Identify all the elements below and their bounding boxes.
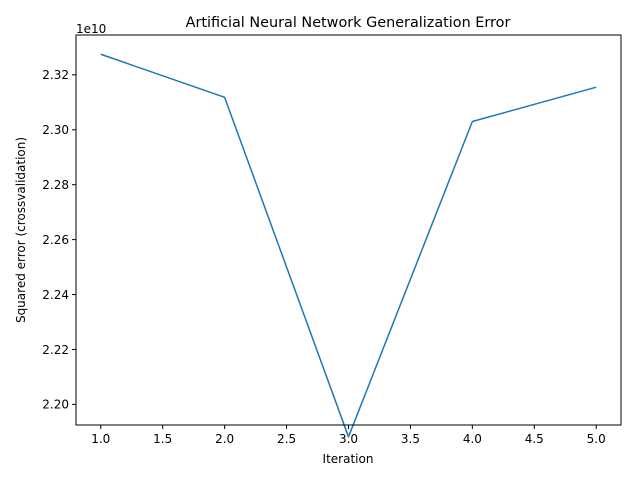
y-tick-label: 2.30: [42, 123, 69, 137]
x-tick-label: 3.0: [339, 432, 358, 446]
x-tick-label: 1.5: [153, 432, 172, 446]
x-tick-label: 2.0: [215, 432, 234, 446]
y-tick-label: 2.22: [42, 343, 69, 357]
x-tick-label: 1.0: [91, 432, 110, 446]
y-tick-label: 2.28: [42, 178, 69, 192]
x-tick-label: 5.0: [587, 432, 606, 446]
x-tick-label: 4.5: [525, 432, 544, 446]
x-axis-ticks: 1.0 1.5 2.0 2.5 3.0 3.5 4.0 4.5 5.0: [91, 425, 606, 446]
y-offset-label: 1e10: [76, 22, 106, 36]
x-axis-label: Iteration: [323, 452, 374, 466]
y-axis-ticks: 2.20 2.22 2.24 2.26 2.28 2.30 2.32: [42, 68, 76, 412]
series-line: [100, 53, 597, 438]
y-axis-label: Squared error (crossvalidation): [14, 137, 28, 323]
plot-area: [100, 53, 597, 438]
y-tick-label: 2.26: [42, 233, 69, 247]
y-tick-label: 2.24: [42, 288, 69, 302]
chart-title: Artificial Neural Network Generalization…: [186, 15, 511, 31]
y-tick-label: 2.20: [42, 398, 69, 412]
plot-frame: [75, 34, 622, 426]
x-tick-label: 3.5: [401, 432, 420, 446]
y-tick-label: 2.32: [42, 68, 69, 82]
x-tick-label: 2.5: [277, 432, 296, 446]
x-tick-label: 4.0: [463, 432, 482, 446]
